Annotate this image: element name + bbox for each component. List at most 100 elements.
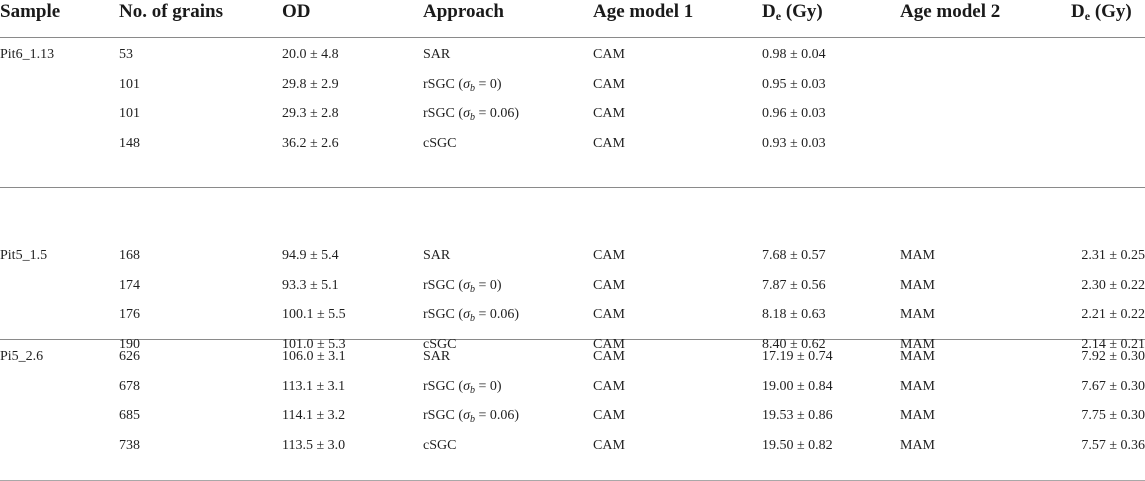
cell-approach: rSGC (σb = 0.06) [423,407,519,425]
cell-grains: 176 [119,307,140,322]
sigma-value: = 0) [474,278,502,293]
cell-od: 36.2 ± 2.6 [282,136,339,151]
approach-label: rSGC ( [423,77,464,92]
header-sample: Sample [0,1,61,22]
cell-age-model-1: CAM [593,47,625,62]
cell-od: 106.0 ± 3.1 [282,349,346,364]
header-age-model-2: Age model 2 [900,1,1001,22]
cell-de-2: 7.75 ± 0.30 [1081,408,1145,423]
group-divider [0,187,1145,188]
cell-approach: cSGC [423,336,456,354]
sigma-subscript: b [469,112,475,123]
cell-approach: cSGC [423,135,456,153]
sigma-subscript: b [469,83,475,94]
header-od: OD [282,1,311,22]
cell-age-model-1: CAM [593,77,625,92]
approach-label: SAR [423,349,451,364]
sigma-value: = 0.06) [474,307,520,322]
cell-age-model-1: CAM [593,307,625,322]
sigma-subscript: b [469,284,475,295]
cell-age-model-1: CAM [593,278,625,293]
sigma-symbol: σ [463,278,470,293]
group-divider [0,339,1145,340]
sample-name: Pit5_1.5 [0,248,48,263]
cell-od: 114.1 ± 3.2 [282,408,346,423]
cell-age-model-1: CAM [593,248,625,263]
sigma-subscript: b [469,385,475,396]
cell-de-2: 7.57 ± 0.36 [1081,438,1145,453]
sample-name: Pit6_1.13 [0,47,55,62]
cell-age-model-1: CAM [593,349,625,364]
cell-de-1: 8.40 ± 0.62 [762,337,826,352]
cell-approach: cSGC [423,437,456,455]
cell-approach: SAR [423,247,450,265]
cell-od: 94.9 ± 5.4 [282,248,339,263]
cell-age-model-1: CAM [593,408,625,423]
sigma-value: = 0.06) [474,106,520,121]
cell-age-model-1: CAM [593,337,625,352]
approach-label: rSGC ( [423,278,464,293]
cell-de-1: 0.93 ± 0.03 [762,136,826,151]
sigma-subscript: b [469,414,475,425]
cell-de-1: 0.95 ± 0.03 [762,77,826,92]
approach-label: cSGC [423,438,457,453]
cell-age-model-2: MAM [900,438,936,453]
sample-name: Pi5_2.6 [0,349,44,364]
cell-grains: 685 [119,408,140,423]
cell-age-model-1: CAM [593,379,625,394]
approach-label: rSGC ( [423,106,464,121]
cell-de-2: 2.30 ± 0.22 [1081,278,1145,293]
header-grains: No. of grains [119,1,223,22]
cell-grains: 168 [119,248,140,263]
header-de-2-sub: e [1084,9,1091,23]
cell-age-model-2: MAM [900,379,936,394]
sigma-symbol: σ [463,106,470,121]
sigma-value: = 0) [474,77,502,92]
header-de-1: De (Gy) [762,0,823,24]
cell-age-model-1: CAM [593,106,625,121]
sigma-value: = 0) [474,379,502,394]
cell-age-model-2: MAM [900,307,936,322]
cell-od: 101.0 ± 5.3 [282,337,346,352]
approach-label: cSGC [423,337,457,352]
cell-grains: 101 [119,106,140,121]
cell-approach: rSGC (σb = 0) [423,378,502,396]
cell-od: 20.0 ± 4.8 [282,47,339,62]
sigma-value: = 0.06) [474,408,520,423]
cell-de-1: 7.68 ± 0.57 [762,248,826,263]
cell-de-1: 8.18 ± 0.63 [762,307,826,322]
header-de-1-unit: (Gy) [781,1,823,22]
sigma-symbol: σ [463,77,470,92]
cell-de-1: 19.00 ± 0.84 [762,379,833,394]
cell-od: 113.1 ± 3.1 [282,379,346,394]
approach-label: SAR [423,47,451,62]
cell-grains: 626 [119,349,140,364]
cell-age-model-1: CAM [593,438,625,453]
header-rule [0,37,1145,38]
approach-label: rSGC ( [423,408,464,423]
cell-de-2: 7.67 ± 0.30 [1081,379,1145,394]
cell-de-2: 2.14 ± 0.21 [1081,337,1145,352]
cell-approach: rSGC (σb = 0.06) [423,105,519,123]
header-de-1-sub: e [775,9,782,23]
sigma-symbol: σ [463,307,470,322]
cell-de-1: 0.98 ± 0.04 [762,47,826,62]
cell-de-2: 2.31 ± 0.25 [1081,248,1145,263]
sigma-subscript: b [469,313,475,324]
header-de-1-main: D [762,1,776,22]
header-de-2-main: D [1071,1,1085,22]
cell-grains: 53 [119,47,133,62]
cell-age-model-2: MAM [900,248,936,263]
approach-label: cSGC [423,136,457,151]
cell-age-model-2: MAM [900,349,936,364]
cell-age-model-1: CAM [593,136,625,151]
approach-label: SAR [423,248,451,263]
cell-age-model-2: MAM [900,408,936,423]
cell-de-1: 19.50 ± 0.82 [762,438,833,453]
header-de-2: De (Gy) [1071,0,1132,24]
cell-od: 29.3 ± 2.8 [282,106,339,121]
cell-od: 100.1 ± 5.5 [282,307,346,322]
header-age-model-1: Age model 1 [593,1,694,22]
cell-de-1: 19.53 ± 0.86 [762,408,833,423]
cell-de-1: 7.87 ± 0.56 [762,278,826,293]
